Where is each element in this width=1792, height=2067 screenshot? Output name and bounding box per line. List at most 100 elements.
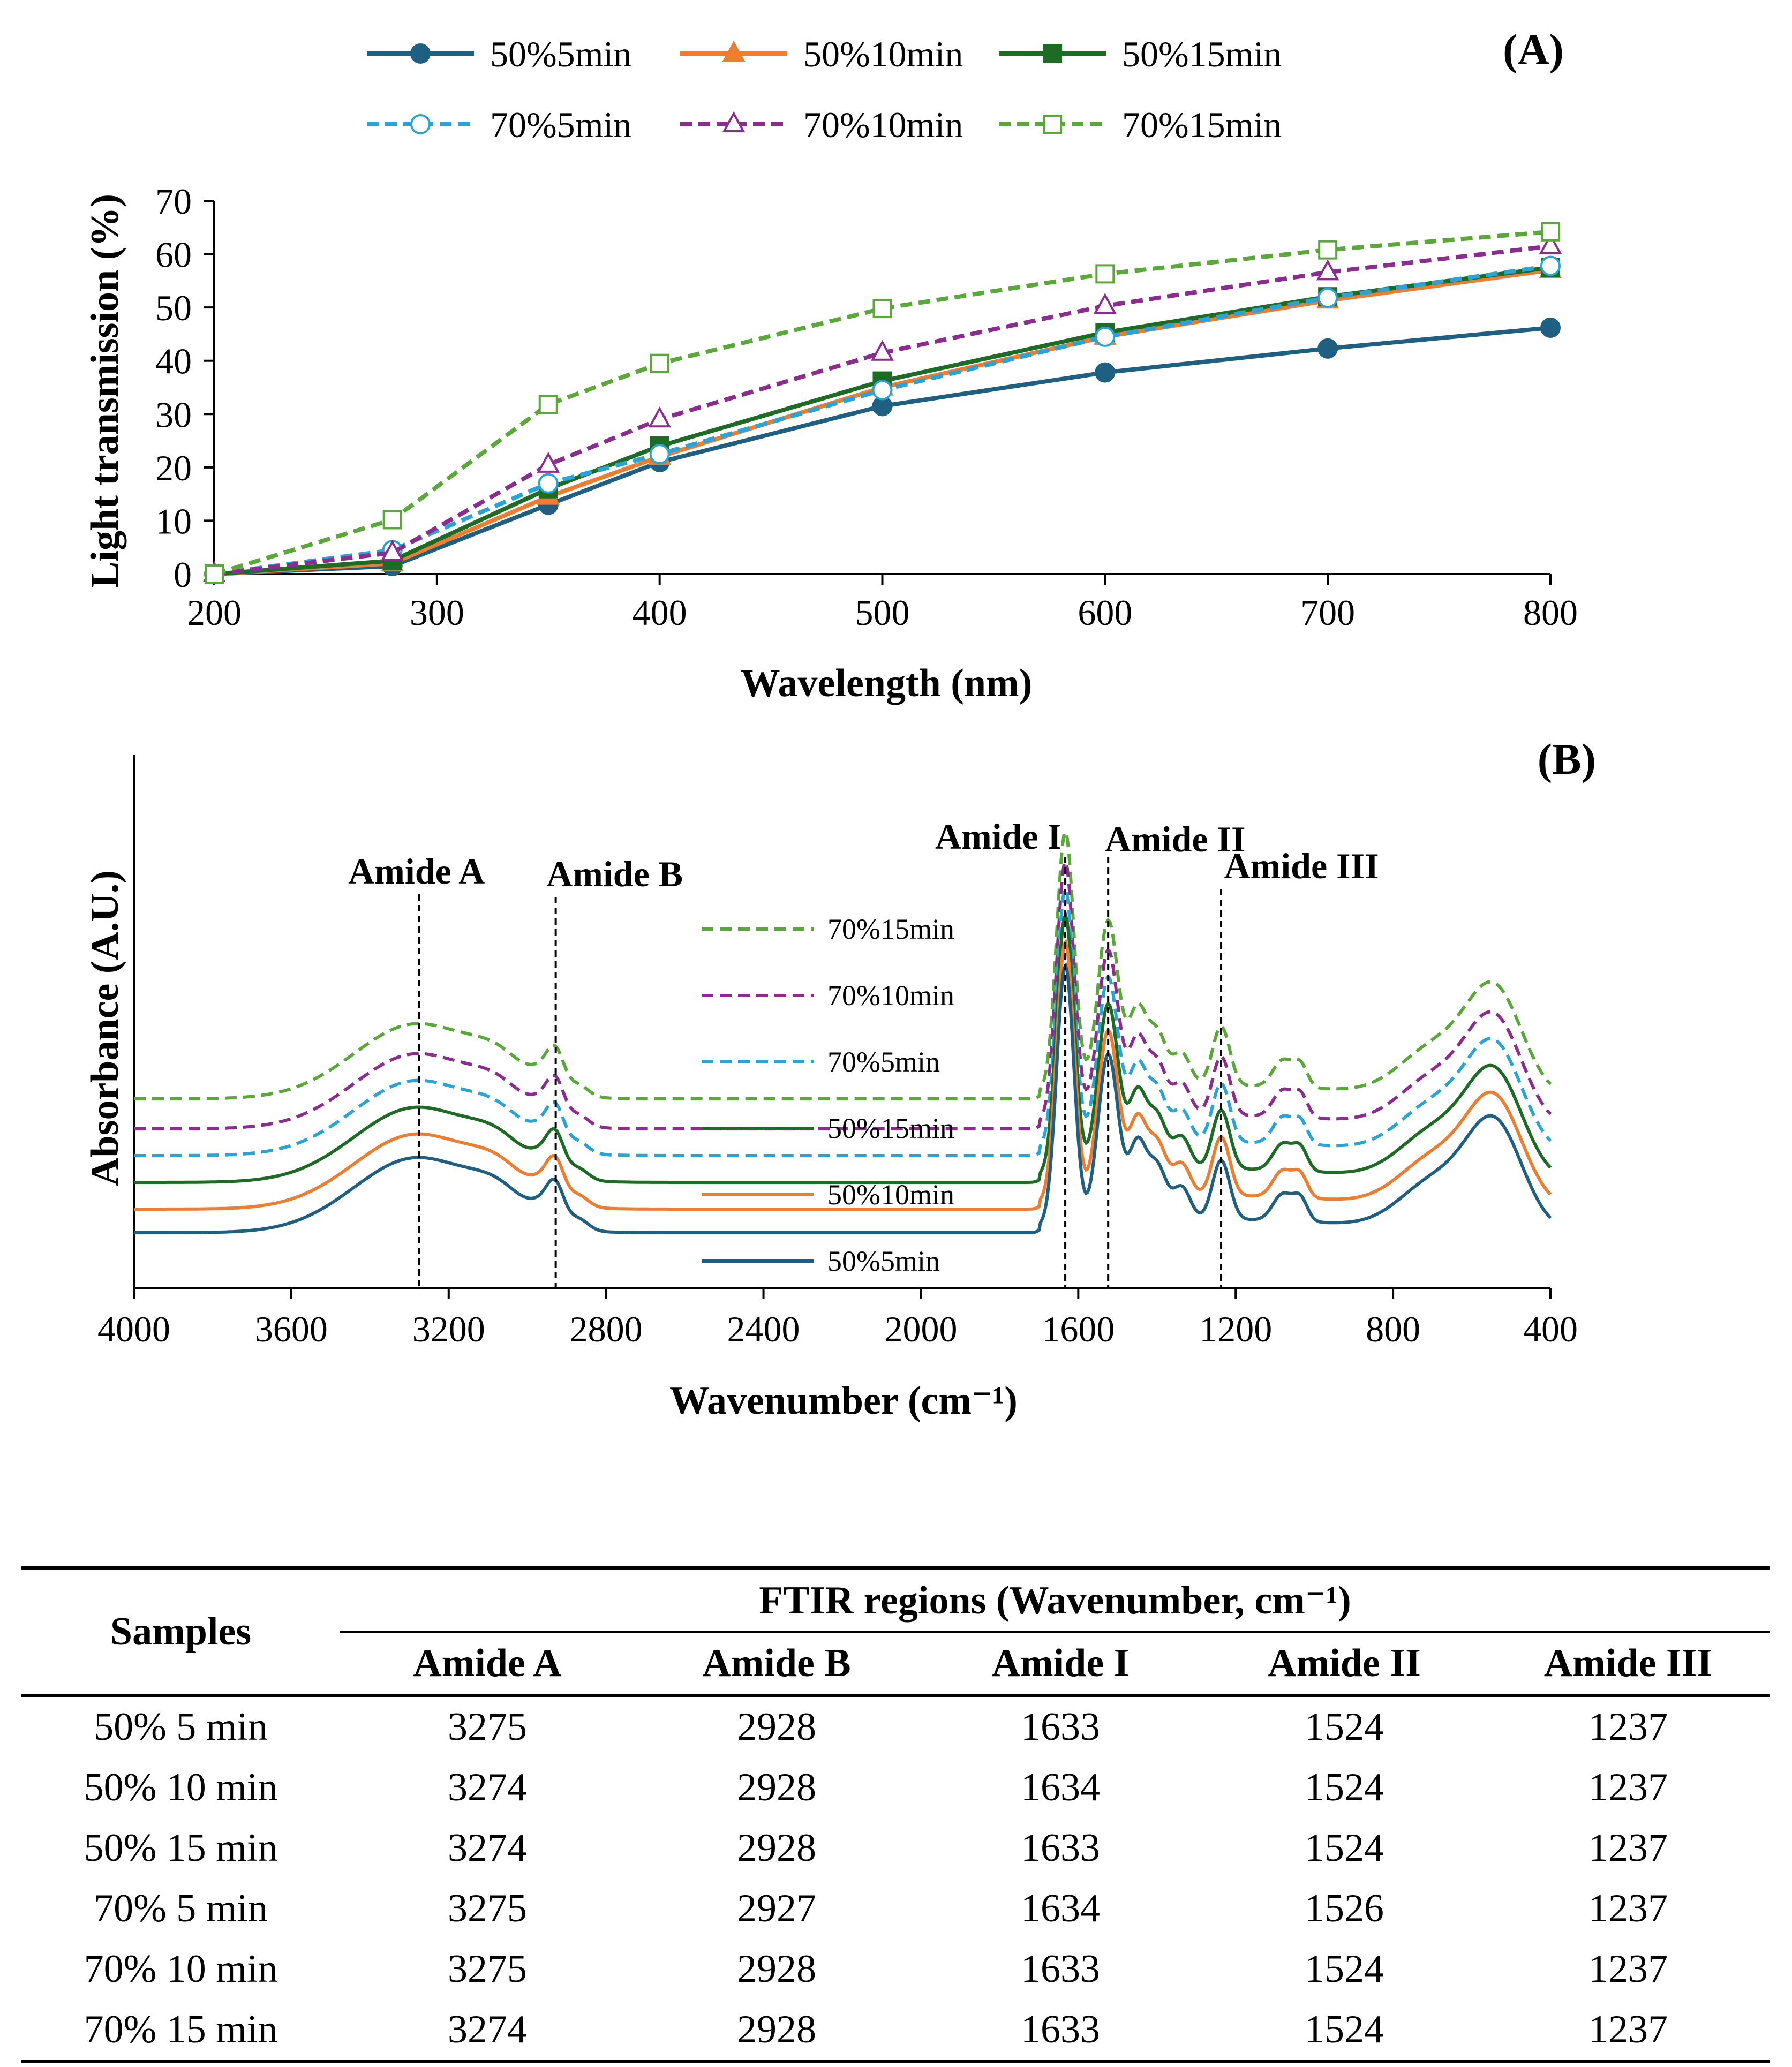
spectrum-50%15min (134, 911, 1552, 1184)
x-tick-label: 1600 (1042, 1309, 1115, 1349)
legend-item-50%10min: 50%10min (702, 1179, 954, 1211)
ftir-regions-table: Samples FTIR regions (Wavenumber, cm⁻¹) … (21, 1566, 1770, 2063)
x-tick-label: 300 (410, 592, 464, 633)
data-point (1541, 222, 1560, 242)
legend-item-70%15min: 70%15min (702, 913, 954, 945)
value-cell: 1633 (1021, 1826, 1100, 1870)
legend-label: 50%10min (803, 34, 963, 74)
value-cell: 1633 (918, 2000, 1202, 2063)
samples-header: Samples (21, 1566, 340, 1697)
legend-label: 70%5min (490, 104, 631, 145)
x-tick-label: 2000 (884, 1309, 957, 1349)
data-point (1095, 326, 1116, 347)
value-cell: 1634 (1021, 1887, 1100, 1930)
sample-cell: 70% 15 min (21, 2000, 340, 2063)
x-tick-label: 800 (1366, 1309, 1420, 1349)
legend-item-50%5min: 50%5min (367, 34, 631, 74)
legend-label: 70%10min (803, 104, 963, 145)
column-header: Amide A (340, 1632, 635, 1697)
legend-label: 70%15min (827, 913, 954, 945)
data-point (537, 451, 560, 473)
value-cell: 1237 (1588, 1826, 1668, 1870)
chart-legend: 50%5min 50%10min 50%15min 70%5min 70%10min 70… (367, 34, 1282, 145)
data-point (1540, 255, 1561, 276)
legend-marker (722, 111, 746, 132)
legend-label: 50%5min (827, 1245, 940, 1277)
spectrum-70%15min (134, 828, 1552, 1100)
table-row: 70% 15 min 3274 2928 1633 1524 1237 (21, 2000, 1770, 2063)
legend-label: 50%10min (827, 1179, 954, 1211)
x-tick-label: 800 (1523, 592, 1578, 633)
x-tick-label: 400 (1523, 1309, 1578, 1349)
value-cell: 2928 (737, 1826, 816, 1870)
series-line (214, 325, 1551, 576)
value-cell: 3275 (448, 1887, 527, 1930)
series-group (202, 222, 1562, 584)
data-point (538, 473, 559, 494)
x-tick-label: 2800 (570, 1309, 643, 1349)
spectra-group (134, 828, 1552, 1234)
data-point (382, 510, 402, 530)
value-cell: 3275 (448, 1947, 527, 1991)
data-point (1095, 362, 1116, 383)
y-tick-label: 20 (155, 448, 192, 488)
value-cell: 1237 (1486, 2000, 1770, 2063)
data-point (1317, 288, 1338, 308)
y-tick-label: 30 (155, 394, 192, 435)
legend-label: 50%15min (827, 1112, 954, 1144)
value-cell: 2927 (737, 1887, 816, 1930)
value-cell: 1526 (1305, 1887, 1384, 1930)
ftir-spectra-chart: 4000 3600 3200 2800 2400 2000 1600 1200 800 400 A… (83, 735, 1596, 1423)
y-axis-label: Absorbance (A.U.) (83, 870, 127, 1186)
y-tick-label: 70 (155, 181, 192, 222)
legend-item-70%5min: 70%5min (367, 104, 631, 145)
x-tick-label: 3600 (255, 1309, 328, 1349)
plot-area: 4000 3600 3200 2800 2400 2000 1600 1200 800 400 (97, 755, 1578, 1349)
table-row: 50% 10 min 3274 2928 1634 1524 1237 (21, 1757, 1770, 1818)
y-tick-label: 40 (155, 341, 192, 382)
x-tick-label: 200 (187, 592, 242, 633)
annotation-label: Amide B (546, 854, 683, 894)
data-point (871, 340, 894, 361)
legend-label: 50%5min (490, 34, 631, 74)
legend-item-70%10min: 70%10min (680, 104, 963, 145)
data-point (649, 443, 670, 464)
data-point (1540, 317, 1561, 338)
value-cell: 3274 (448, 1766, 527, 1809)
sample-cell: 70% 10 min (84, 1947, 278, 1991)
value-cell: 1524 (1202, 2000, 1486, 2063)
legend-item-50%10min: 50%10min (680, 34, 963, 74)
legend-item-70%5min: 70%5min (702, 1046, 940, 1078)
y-tick-label: 10 (155, 501, 192, 541)
value-cell: 1633 (1021, 1947, 1100, 1991)
value-cell: 1633 (1021, 1705, 1100, 1749)
data-point (1316, 259, 1339, 281)
column-header: Amide II (1202, 1632, 1486, 1697)
legend-item-50%15min: 50%15min (702, 1112, 954, 1144)
value-cell: 1237 (1588, 1947, 1668, 1991)
series-70%10min (202, 233, 1562, 582)
ftir-group-header: FTIR regions (Wavenumber, cm⁻¹) (340, 1566, 1770, 1633)
plot-area: 0 10 20 30 40 50 60 70 200 300 400 500 600 700 800 (155, 181, 1578, 633)
value-cell: 2928 (737, 1947, 816, 1991)
annotation-label: Amide II (1105, 819, 1246, 859)
value-cell: 1634 (1021, 1766, 1100, 1809)
y-tick-label: 60 (155, 235, 192, 275)
annotation-label: Amide III (1224, 846, 1379, 886)
legend-item-50%15min: 50%15min (999, 34, 1282, 74)
data-point (872, 299, 892, 319)
legend-item-50%5min: 50%5min (702, 1245, 940, 1277)
sample-cell: 50% 5 min (94, 1705, 268, 1749)
legend-marker (722, 40, 746, 62)
spectrum-70%5min (134, 885, 1552, 1157)
series-line (214, 244, 1551, 576)
data-point (538, 395, 558, 414)
legend-marker (1043, 44, 1062, 63)
x-tick-label: 700 (1300, 592, 1355, 633)
value-cell: 3274 (340, 2000, 635, 2063)
value-cell: 2928 (737, 1766, 816, 1809)
x-tick-label: 4000 (97, 1309, 170, 1349)
legend-label: 70%5min (827, 1046, 940, 1078)
x-axis-label: Wavenumber (cm⁻¹) (669, 1379, 1018, 1423)
